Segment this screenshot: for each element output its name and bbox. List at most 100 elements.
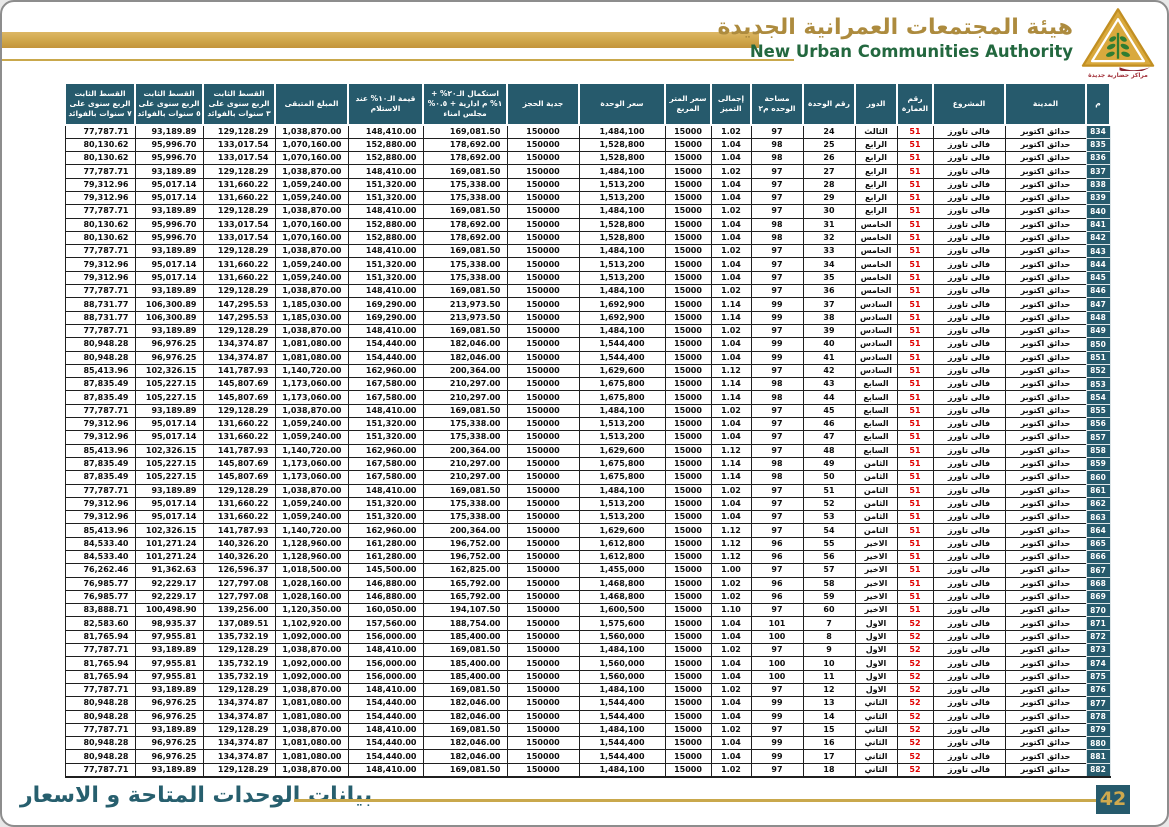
cell-5: 33 [802,244,856,259]
cell-15: 93,189.89 [134,204,204,219]
cell-2: فالى تاورز [932,456,1006,472]
cell-8: 15000 [664,470,712,485]
cell-11: 200,364.00 [422,523,508,538]
cell-15: 93,189.89 [134,323,204,339]
cell-1: حدائق اكتوبر [1004,656,1087,671]
cell-6: 98 [750,230,804,246]
cell-11: 175,338.00 [422,430,508,445]
cell-12: 148,410.00 [347,164,424,179]
cell-4: الخامس [854,257,898,272]
cell-11: 200,364.00 [422,443,508,458]
cell-3: 51 [896,523,934,538]
cell-15: 95,017.14 [134,510,204,525]
cell-3: 51 [896,576,934,591]
cell-2: فالى تاورز [932,151,1006,166]
cell-13: 1,059,240.00 [274,510,349,525]
header-row: م المدينة المشروع رقم العمارة الدور رقم الوحد… [64,82,1111,126]
cell-16: 81,765.94 [64,669,136,684]
column-header-1: المدينة [1004,82,1087,126]
cell-11: 182,046.00 [422,350,508,365]
cell-6: 96 [750,536,804,552]
cell-4: الخامس [854,217,898,232]
cell-1: حدائق اكتوبر [1004,417,1087,432]
cell-9: 1,612,800 [578,536,666,552]
unit-row-849: 849 حدائق اكتوبر فالى تاورز 51 السادس 39 97 1.0… [64,323,1111,339]
cell-3: 51 [896,190,934,206]
cell-7: 1.04 [710,217,752,232]
cell-9: 1,612,800 [578,549,666,565]
cell-16: 80,948.28 [64,749,136,764]
cell-16: 77,787.71 [64,323,136,339]
cell-15: 95,017.14 [134,496,204,512]
cell-10: 150000 [506,164,580,179]
cell-1: حدائق اكتوبر [1004,217,1087,232]
cell-8: 15000 [664,563,712,578]
unit-row-878: 878 حدائق اكتوبر فالى تاورز 52 الثاني 14 99 1.0… [64,709,1111,724]
cell-3: 51 [896,337,934,352]
cell-12: 151,320.00 [347,270,424,286]
cell-3: 51 [896,137,934,153]
cell-5: 49 [802,456,856,472]
table-body: 834 حدائق اكتوبر فالى تاورز 51 الثالث 24 97 1.0… [64,124,1111,778]
cell-10: 150000 [506,363,580,379]
cell-11: 169,081.50 [422,403,508,419]
cell-1: حدائق اكتوبر [1004,589,1087,605]
cell-12: 162,960.00 [347,363,424,379]
cell-16: 79,312.96 [64,417,136,432]
footer-gold-rule [294,799,1096,802]
unit-row-871: 871 حدائق اكتوبر فالى تاورز 52 الاول 7 101 1.04… [64,616,1111,631]
cell-15: 93,189.89 [134,682,204,698]
cell-11: 178,692.00 [422,137,508,153]
cell-11: 169,081.50 [422,682,508,698]
cell-2: فالى تاورز [932,217,1006,232]
cell-12: 151,320.00 [347,190,424,206]
cell-9: 1,544,400 [578,749,666,764]
cell-15: 96,976.25 [134,350,204,365]
cell-6: 97 [750,762,804,778]
cell-8: 15000 [664,456,712,472]
cell-12: 167,580.00 [347,456,424,472]
cell-10: 150000 [506,190,580,206]
cell-5: 41 [802,350,856,365]
cell-5: 26 [802,151,856,166]
cell-1: حدائق اكتوبر [1004,190,1087,206]
cell-4: الاول [854,616,898,631]
unit-row-865: 865 حدائق اكتوبر فالى تاورز 51 الاخير 55 96 1.1… [64,536,1111,552]
cell-12: 154,440.00 [347,337,424,352]
cell-7: 1.04 [710,350,752,365]
cell-1: حدائق اكتوبر [1004,576,1087,591]
cell-13: 1,070,160.00 [274,151,349,166]
cell-1: حدائق اكتوبر [1004,523,1087,538]
cell-9: 1,455,000 [578,563,666,578]
cell-6: 97 [750,403,804,419]
cell-5: 40 [802,337,856,352]
cell-10: 150000 [506,257,580,272]
cell-14: 131,660.22 [202,257,276,272]
cell-5: 30 [802,204,856,219]
footer-caption: بيانات الوحدات المتاحة و الاسعار [20,783,373,808]
cell-16: 77,787.71 [64,284,136,299]
cell-6: 97 [750,496,804,512]
unit-row-879: 879 حدائق اكتوبر فالى تاورز 52 الثاني 15 97 1.0… [64,722,1111,738]
cell-7: 1.04 [710,257,752,272]
cell-12: 154,440.00 [347,696,424,711]
cell-2: فالى تاورز [932,749,1006,764]
cell-6: 97 [750,643,804,658]
cell-8: 15000 [664,722,712,738]
cell-15: 96,976.25 [134,696,204,711]
cell-7: 1.04 [710,696,752,711]
cell-9: 1,575,600 [578,616,666,631]
cell-14: 145,807.69 [202,456,276,472]
cell-12: 148,410.00 [347,722,424,738]
cell-7: 1.14 [710,456,752,472]
cell-7: 1.00 [710,563,752,578]
cell-10: 150000 [506,443,580,458]
cell-1: حدائق اكتوبر [1004,643,1087,658]
cell-10: 150000 [506,377,580,392]
cell-11: 175,338.00 [422,417,508,432]
cell-4: الرابع [854,151,898,166]
cell-11: 169,081.50 [422,762,508,778]
unit-row-855: 855 حدائق اكتوبر فالى تاورز 51 السابع 45 97 1.0… [64,403,1111,419]
cell-0: 845 [1085,270,1111,286]
cell-14: 129,128.29 [202,124,276,139]
